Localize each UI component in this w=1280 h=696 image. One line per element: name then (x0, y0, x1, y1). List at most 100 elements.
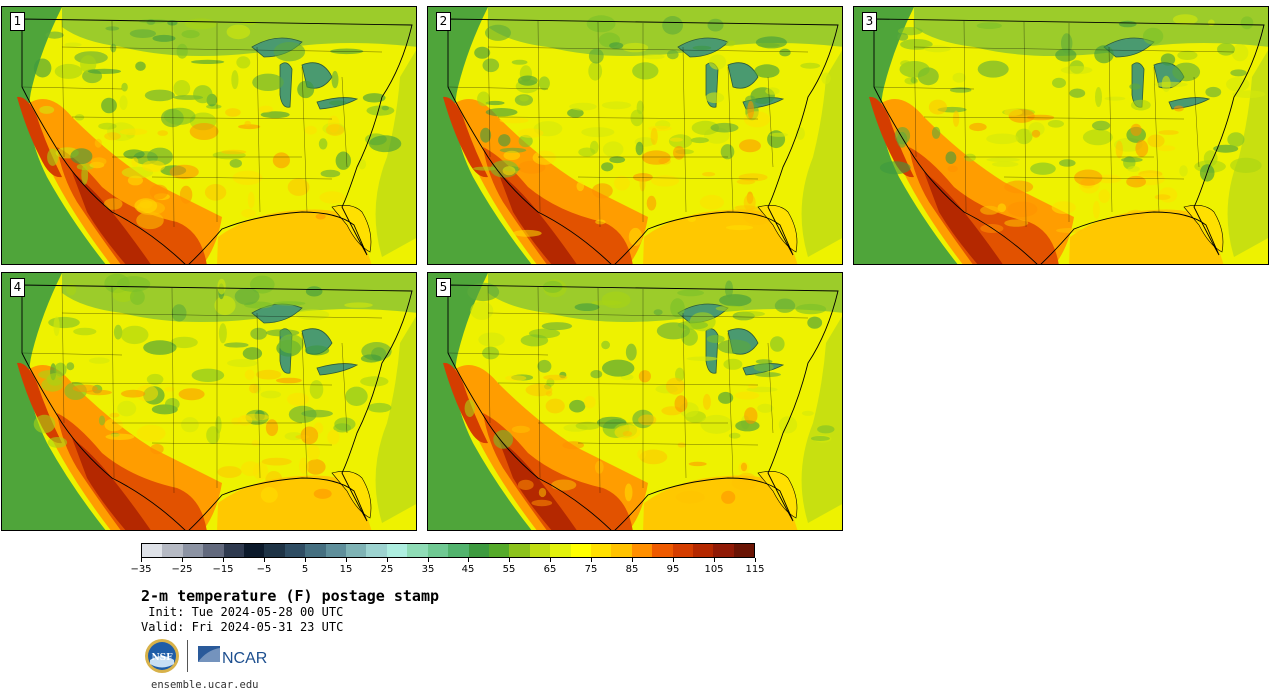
state-border (447, 352, 549, 356)
terrain-patch (33, 58, 52, 78)
state-border (487, 284, 491, 424)
colorbar-cell (448, 544, 469, 557)
terrain-patch (66, 362, 75, 371)
terrain-patch (1179, 165, 1188, 177)
terrain-patch (574, 303, 600, 311)
temperature-map (2, 7, 416, 264)
colorbar-tick (428, 558, 429, 562)
terrain-patch (54, 63, 83, 79)
colorbar-tick (182, 558, 183, 562)
warm-patch (551, 479, 577, 491)
terrain-patch (1047, 120, 1064, 128)
warm-patch (721, 490, 736, 504)
terrain-patch (1177, 50, 1198, 60)
terrain-patch (754, 64, 780, 78)
terrain-patch (1055, 48, 1077, 62)
terrain-patch (976, 22, 1002, 29)
colorbar-tick (755, 558, 756, 562)
colorbar-cell (407, 544, 428, 557)
terrain-patch (1069, 88, 1086, 98)
terrain-patch (578, 147, 596, 157)
terrain-patch (236, 56, 251, 69)
terrain-patch (986, 157, 1020, 163)
colorbar-cell (264, 544, 285, 557)
terrain-patch (625, 343, 637, 361)
terrain-patch (511, 59, 528, 65)
warm-patch (1004, 219, 1029, 227)
state-border (61, 284, 65, 424)
colorbar-cell (386, 544, 408, 557)
warm-patch (164, 386, 175, 392)
terrain-patch (755, 36, 787, 49)
terrain-patch (588, 61, 603, 81)
terrain-patch (485, 100, 505, 106)
colorbar-tick (223, 558, 224, 562)
state-border (61, 312, 383, 319)
gulf-of-mexico (217, 209, 372, 264)
terrain-patch (677, 289, 704, 297)
terrain-patch (609, 156, 626, 164)
state-border (1153, 66, 1160, 213)
terrain-patch (288, 405, 317, 423)
terrain-patch (482, 58, 500, 73)
state-border (256, 46, 261, 213)
terrain-patch (632, 62, 659, 80)
terrain-patch (538, 76, 550, 91)
terrain-patch (190, 59, 225, 64)
terrain-patch (181, 417, 199, 433)
terrain-patch (499, 147, 527, 153)
warm-patch (221, 149, 247, 155)
terrain-patch (252, 73, 284, 92)
warm-patch (260, 487, 278, 503)
warm-patch (255, 369, 282, 380)
colorbar-cell (672, 544, 693, 557)
atlantic-ocean (375, 316, 416, 523)
warm-patch (650, 127, 658, 145)
warm-patch (1115, 140, 1123, 159)
extreme-heat (498, 172, 577, 264)
terrain-patch (519, 95, 529, 102)
terrain-patch (46, 373, 64, 386)
terrain-patch (1130, 99, 1151, 111)
warm-patch (744, 407, 758, 424)
terrain-patch (116, 276, 151, 292)
terrain-patch (706, 335, 725, 343)
warm-patch (738, 472, 755, 483)
state-border (727, 66, 734, 213)
ncar-logo-icon: NCAR (198, 646, 267, 667)
terrain-patch (1030, 162, 1056, 175)
warm-patch (327, 429, 340, 445)
state-border (151, 176, 333, 180)
colorbar-tick-label: −5 (256, 564, 272, 575)
warm-patch (241, 461, 260, 477)
colorbar-tick (673, 558, 674, 562)
warm-patch (740, 462, 748, 472)
state-border (487, 46, 809, 53)
warm-patch (287, 178, 310, 196)
atlantic-ocean (375, 50, 416, 257)
warm-patch (637, 449, 646, 460)
colorbar-tick-label: 15 (339, 564, 353, 575)
terrain-patch (800, 62, 821, 69)
warm-patch (178, 388, 205, 401)
terrain-patch (1104, 96, 1126, 101)
colorbar-tick-label: 35 (421, 564, 435, 575)
warm-patch (1156, 145, 1176, 152)
terrain-patch (146, 373, 164, 385)
colorbar-tick-label: 105 (704, 564, 724, 575)
terrain-patch (101, 97, 117, 114)
colorbar-tick (387, 558, 388, 562)
warm-patch (739, 139, 761, 153)
terrain-patch (344, 302, 373, 308)
terrain-patch (1129, 83, 1141, 90)
terrain-patch (362, 93, 386, 103)
warm-patch (104, 132, 121, 141)
panel-label: 4 (10, 278, 25, 297)
florida (1183, 205, 1224, 253)
terrain-patch (260, 390, 282, 399)
terrain-patch (1118, 20, 1137, 28)
terrain-patch (537, 359, 552, 373)
terrain-patch (98, 122, 117, 130)
terrain-patch (717, 339, 751, 354)
state-border (61, 18, 65, 158)
